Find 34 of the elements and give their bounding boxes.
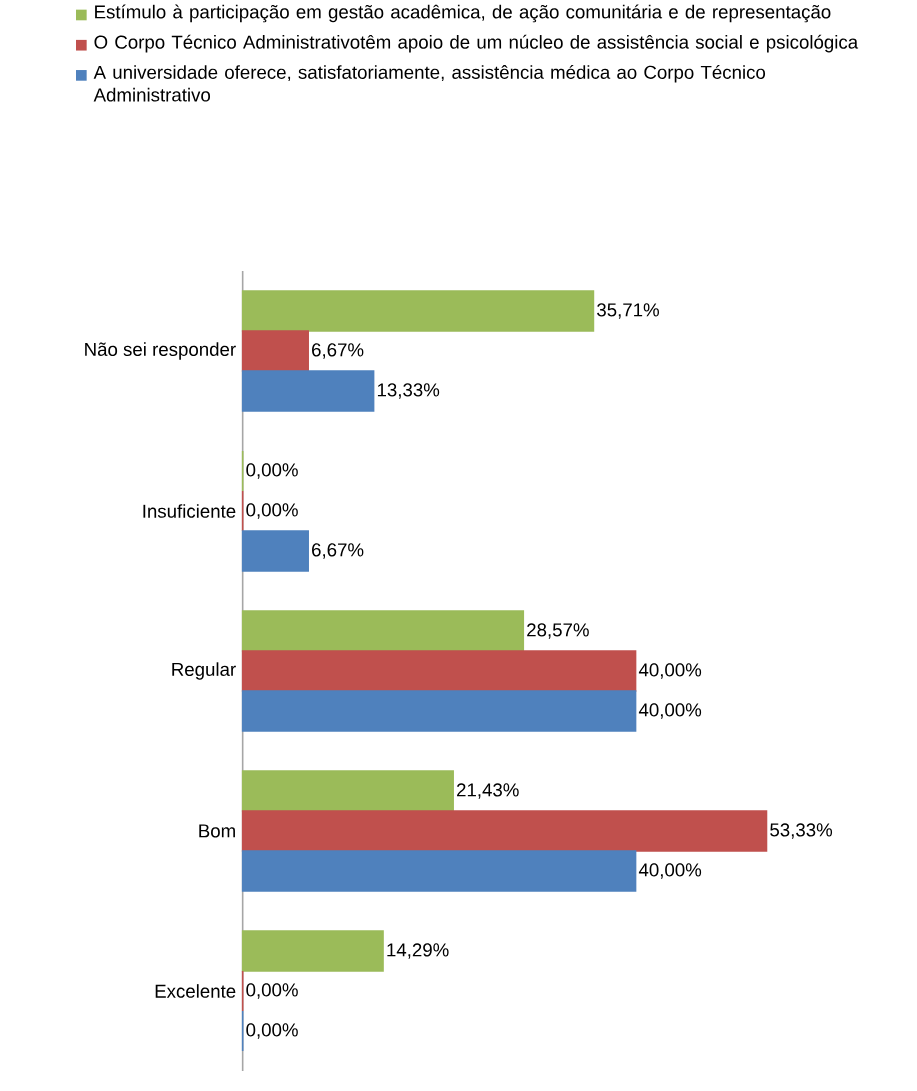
bar — [241, 770, 454, 812]
y-tick-label: Insuficiente — [143, 504, 236, 518]
bar — [241, 930, 384, 972]
bar — [241, 330, 309, 372]
data-label: 0,00% — [246, 503, 298, 519]
legend-label: Estímulo à participação em gestão acadêmica, de ação comunitária e de representação — [95, 4, 831, 23]
y-tick-label: Regular — [172, 662, 236, 680]
data-label: 40,00% — [638, 703, 702, 719]
data-label: 6,67% — [312, 543, 364, 559]
data-label: 53,33% — [770, 823, 833, 839]
data-label: 13,33% — [377, 383, 440, 399]
data-label: 0,00% — [246, 463, 298, 479]
bar — [241, 290, 595, 332]
bar — [241, 850, 637, 892]
legend-label: A universidade oferece, satisfatoriamente, assistência médica ao Corpo Técnico Administrativo — [93, 64, 766, 102]
data-label: 40,00% — [638, 863, 702, 879]
data-label: 40,00% — [638, 663, 702, 679]
bar — [241, 530, 309, 572]
bar — [241, 690, 637, 732]
data-label: 6,67% — [312, 343, 364, 359]
bar — [241, 650, 637, 692]
data-label: 35,71% — [597, 303, 659, 319]
data-label: 28,57% — [527, 623, 589, 639]
data-label: 0,00% — [246, 983, 298, 999]
data-label: 21,43% — [457, 783, 519, 799]
bar — [241, 370, 375, 412]
y-tick-label: Não sei responder — [85, 342, 236, 360]
bar — [241, 610, 525, 652]
y-tick-label: Excelente — [155, 984, 236, 998]
y-tick-label: Bom — [199, 824, 235, 838]
data-label: 0,00% — [246, 1023, 298, 1039]
data-label: 14,29% — [387, 943, 449, 959]
legend-label: O Corpo Técnico Administrativotêm apoio de um núcleo de assistência social e psicológica — [94, 34, 859, 53]
bar — [241, 810, 768, 852]
